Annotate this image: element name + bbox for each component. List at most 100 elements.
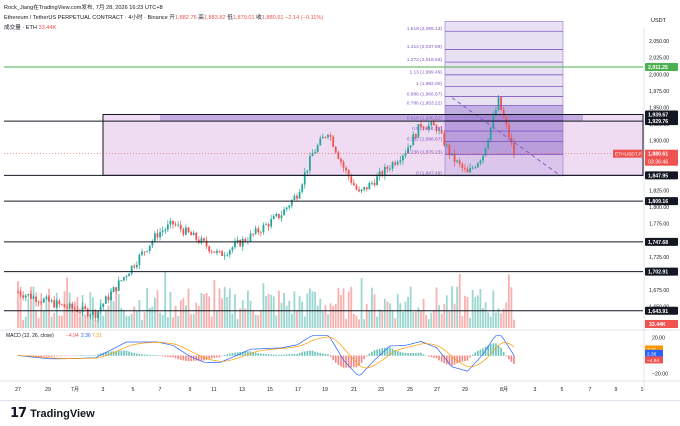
volume-bar xyxy=(340,295,342,328)
candle-body xyxy=(296,196,298,199)
volume-bar xyxy=(461,316,463,328)
macd-hist-bar xyxy=(441,356,443,362)
price-chart[interactable]: 1.618 (2,065.13)1.414 (2,037.69)1.272 (2… xyxy=(0,0,680,400)
candle-body xyxy=(332,137,334,147)
volume-bar xyxy=(415,312,417,328)
volume-bar xyxy=(66,278,68,328)
candle-body xyxy=(213,252,215,253)
time-tick-label: 29 xyxy=(45,387,51,393)
macd-hist-bar xyxy=(405,353,407,356)
volume-bar xyxy=(443,304,445,328)
candle-body xyxy=(87,309,89,316)
volume-bar xyxy=(260,310,262,328)
candle-body xyxy=(322,137,324,138)
time-tick-label: 13 xyxy=(239,387,245,393)
macd-hist-bar xyxy=(273,355,275,356)
volume-bar xyxy=(226,297,228,328)
volume-bar xyxy=(469,318,471,328)
macd-hist-value: −4.94 xyxy=(66,333,79,339)
volume-bar xyxy=(139,300,141,328)
volume-bar xyxy=(108,305,110,328)
volume-bar xyxy=(48,289,50,328)
macd-label: MACD (12, 26, close) xyxy=(6,333,54,339)
macd-hist-bar xyxy=(64,356,66,357)
candle-body xyxy=(22,295,24,297)
macd-hist-bar xyxy=(82,355,84,356)
volume-bar xyxy=(299,296,301,328)
macd-hist-bar xyxy=(423,354,425,356)
candle-body xyxy=(154,233,156,241)
volume-bar xyxy=(247,291,249,328)
macd-hist-bar xyxy=(154,355,156,356)
candle-body xyxy=(226,255,228,256)
candle-body xyxy=(513,143,515,155)
candle-body xyxy=(69,304,71,308)
candle-body xyxy=(474,167,476,168)
candle-body xyxy=(304,172,306,184)
macd-hist-bar xyxy=(374,350,376,356)
macd-hist-bar xyxy=(438,356,440,361)
macd-hist-bar xyxy=(136,353,138,355)
volume-bar xyxy=(270,295,272,328)
volume-bar xyxy=(193,314,195,328)
candle-body xyxy=(182,229,184,234)
macd-hist-bar xyxy=(428,356,430,357)
macd-hist-bar xyxy=(469,356,471,358)
volume-bar xyxy=(433,311,435,328)
volume-bar xyxy=(495,312,497,328)
macd-hist-bar xyxy=(260,354,262,356)
macd-hist-bar xyxy=(51,356,53,357)
candle-body xyxy=(392,162,394,168)
candle-body xyxy=(97,311,99,318)
candle-body xyxy=(20,292,22,295)
macd-hist-bar xyxy=(314,352,316,356)
volume-bar xyxy=(392,310,394,328)
time-tick-label: 1 xyxy=(641,387,644,393)
tradingview-logo[interactable]: 17 TradingView xyxy=(10,406,95,421)
macd-hist-bar xyxy=(493,343,495,355)
candle-body xyxy=(102,304,104,307)
macd-hist-bar xyxy=(477,351,479,356)
volume-bar xyxy=(467,297,469,328)
candle-body xyxy=(185,228,187,235)
volume-bar xyxy=(79,317,81,328)
price-tick-label: 1,675.00 xyxy=(649,288,669,294)
candle-body xyxy=(53,300,55,307)
candle-body xyxy=(446,145,448,146)
candle-body xyxy=(149,246,151,251)
candle-body xyxy=(64,305,66,308)
macd-hist-bar xyxy=(400,352,402,356)
fib-band xyxy=(445,131,563,142)
candle-body xyxy=(146,251,148,252)
fib-label: 0.886 (1,966.67) xyxy=(407,91,443,97)
time-tick-label: 7月 xyxy=(71,386,79,393)
volume-bar xyxy=(25,317,27,328)
candle-body xyxy=(265,224,267,225)
candle-body xyxy=(123,277,125,280)
macd-hist-bar xyxy=(270,354,272,355)
candle-body xyxy=(61,304,63,305)
volume-bar xyxy=(33,287,35,328)
macd-hist-bar xyxy=(317,352,319,355)
candle-body xyxy=(144,252,146,253)
candle-body xyxy=(136,265,138,267)
macd-hist-bar xyxy=(157,355,159,356)
volume-bar xyxy=(244,308,246,328)
volume-bar xyxy=(412,312,414,328)
candle-body xyxy=(356,185,358,189)
volume-bar xyxy=(296,310,298,328)
volume-bar xyxy=(172,318,174,328)
candle-body xyxy=(337,152,339,158)
volume-bar xyxy=(237,319,239,328)
volume-bar xyxy=(43,311,45,328)
candle-body xyxy=(335,147,337,153)
volume-bar xyxy=(327,314,329,328)
macd-hist-bar xyxy=(133,353,135,356)
volume-bar xyxy=(294,291,296,328)
macd-hist-bar xyxy=(276,355,278,356)
volume-bar xyxy=(503,309,505,328)
candle-body xyxy=(278,214,280,218)
macd-hist-bar xyxy=(361,356,363,363)
candle-body xyxy=(503,110,505,117)
candle-body xyxy=(374,183,376,185)
